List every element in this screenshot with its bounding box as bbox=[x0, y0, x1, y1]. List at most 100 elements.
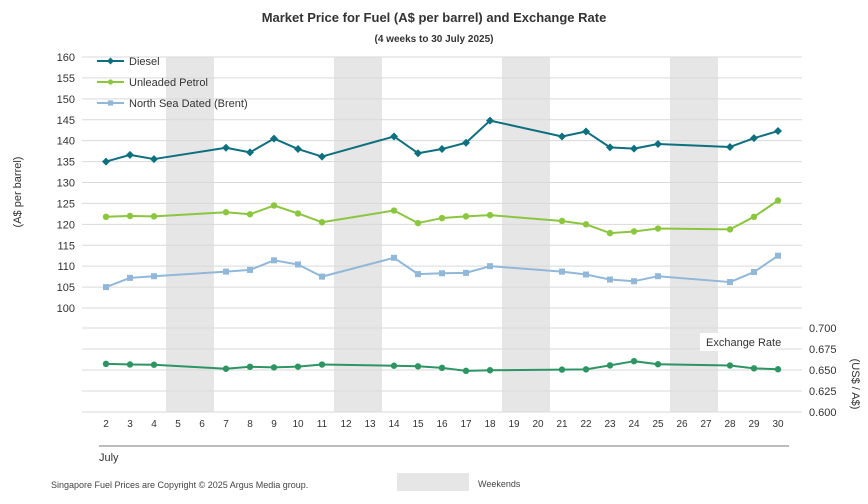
x-tick-label: 17 bbox=[460, 419, 472, 430]
unleaded-petrol-point bbox=[438, 214, 446, 222]
unleaded-petrol-point bbox=[318, 219, 326, 226]
weekend-legend-swatch bbox=[397, 473, 469, 491]
legend: Diesel Unleaded Petrol North Sea Dated (Br… bbox=[97, 56, 248, 110]
unleaded-petrol-point bbox=[270, 202, 278, 209]
exchange-rate-point bbox=[630, 357, 638, 365]
x-tick-label: 5 bbox=[175, 419, 181, 430]
chart-title: Market Price for Fuel (A$ per barrel) an… bbox=[262, 10, 607, 25]
north-sea-dated-brent-point bbox=[631, 278, 637, 285]
exchange-rate-point bbox=[462, 367, 470, 375]
exchange-rate-point bbox=[414, 363, 422, 370]
x-tick-label: 21 bbox=[556, 419, 568, 430]
diesel-point bbox=[318, 152, 326, 161]
series-north-sea-dated-brent bbox=[103, 252, 781, 291]
diesel-point bbox=[246, 148, 254, 157]
exchange-rate-point bbox=[126, 361, 134, 368]
right-axis-label: (US$ / A$) bbox=[849, 359, 861, 410]
north-sea-dated-brent-point bbox=[751, 269, 757, 276]
x-tick-label: 22 bbox=[580, 419, 592, 430]
x-tick-label: 9 bbox=[271, 419, 277, 430]
left-tick-label: 130 bbox=[57, 178, 75, 190]
x-tick-label: 18 bbox=[484, 419, 496, 430]
x-tick-label: 14 bbox=[388, 419, 400, 430]
exchange-rate-point bbox=[774, 366, 782, 373]
diesel-point bbox=[390, 132, 398, 141]
north-sea-dated-brent-point bbox=[727, 279, 733, 286]
weekend-band-4 bbox=[670, 57, 718, 412]
exchange-rate-point bbox=[582, 366, 590, 373]
unleaded-petrol-point bbox=[294, 210, 302, 217]
weekend-legend-label: Weekends bbox=[478, 479, 521, 489]
x-tick-label: 30 bbox=[772, 419, 784, 430]
series-unleaded-petrol bbox=[102, 197, 782, 237]
x-tick-label: 25 bbox=[652, 419, 664, 430]
north-sea-dated-brent-point bbox=[655, 273, 661, 280]
x-tick-label: 8 bbox=[247, 419, 253, 430]
north-sea-dated-brent-point bbox=[103, 284, 109, 291]
exchange-rate-point bbox=[558, 366, 566, 373]
left-tick-label: 120 bbox=[57, 219, 75, 231]
x-tick-label: 23 bbox=[604, 419, 616, 430]
exchange-rate-point bbox=[438, 364, 446, 372]
north-sea-dated-brent-point bbox=[127, 274, 133, 281]
x-tick-label: 20 bbox=[532, 419, 544, 430]
series-diesel bbox=[102, 116, 782, 166]
x-tick-label: 16 bbox=[436, 419, 448, 430]
x-tick-label: 13 bbox=[364, 419, 376, 430]
x-tick-label: 15 bbox=[412, 419, 424, 430]
exchange-rate-point bbox=[294, 363, 302, 370]
north-sea-dated-brent-point bbox=[607, 276, 613, 283]
unleaded-petrol-point bbox=[246, 211, 254, 218]
diesel-point bbox=[438, 145, 446, 154]
right-axis-ticks: 0.600 0.625 0.650 0.675 0.700 bbox=[809, 323, 837, 419]
legend-item-diesel: Diesel bbox=[97, 56, 160, 68]
exchange-rate-point bbox=[270, 364, 278, 371]
diesel-point bbox=[414, 149, 422, 158]
unleaded-petrol-point bbox=[558, 217, 566, 225]
unleaded-petrol-point bbox=[726, 226, 734, 233]
x-tick-label: 10 bbox=[292, 419, 304, 430]
unleaded-petrol-point bbox=[654, 225, 662, 232]
exchange-rate-point bbox=[150, 361, 158, 368]
left-tick-label: 135 bbox=[57, 157, 75, 169]
exchange-rate-point bbox=[654, 361, 662, 368]
series-exchange-rate bbox=[102, 357, 782, 375]
left-tick-label: 110 bbox=[57, 261, 75, 273]
diesel-point bbox=[102, 157, 110, 166]
north-sea-dated-brent-point bbox=[391, 254, 397, 261]
diesel-point bbox=[558, 132, 566, 141]
exchange-rate-point bbox=[486, 367, 494, 374]
diesel-point bbox=[150, 155, 158, 164]
exchange-rate-point bbox=[246, 363, 254, 371]
legend-label: Diesel bbox=[129, 56, 160, 68]
north-sea-dated-brent-point bbox=[463, 269, 469, 276]
diesel-point bbox=[750, 134, 758, 143]
north-sea-dated-brent-point bbox=[439, 270, 445, 277]
legend-item-unleaded-petrol: Unleaded Petrol bbox=[97, 77, 208, 89]
x-tick-label: 11 bbox=[317, 419, 328, 430]
gridlines bbox=[82, 56, 802, 413]
legend-item-north-sea-dated-brent: North Sea Dated (Brent) bbox=[97, 98, 248, 110]
right-tick-label: 0.700 bbox=[809, 323, 837, 335]
left-tick-label: 145 bbox=[57, 115, 75, 127]
unleaded-petrol-point bbox=[222, 209, 230, 216]
exchange-rate-point bbox=[222, 365, 230, 372]
unleaded-petrol-point bbox=[414, 219, 422, 227]
unleaded-petrol-point bbox=[390, 207, 398, 214]
exchange-rate-point bbox=[102, 360, 110, 368]
diesel-point bbox=[606, 143, 614, 152]
diesel-point bbox=[774, 127, 782, 136]
right-tick-label: 0.675 bbox=[809, 344, 837, 356]
left-tick-label: 155 bbox=[57, 73, 75, 85]
x-tick-label: 27 bbox=[700, 419, 712, 430]
north-sea-dated-brent-point bbox=[487, 263, 493, 270]
series-layer bbox=[102, 116, 782, 375]
x-tick-label: 29 bbox=[748, 419, 760, 430]
diesel-point bbox=[582, 127, 590, 136]
right-tick-label: 0.650 bbox=[809, 365, 837, 377]
x-tick-label: 2 bbox=[103, 419, 109, 430]
x-tick-label: 4 bbox=[151, 419, 157, 430]
x-tick-label: 3 bbox=[127, 419, 133, 430]
right-tick-label: 0.600 bbox=[809, 407, 837, 419]
